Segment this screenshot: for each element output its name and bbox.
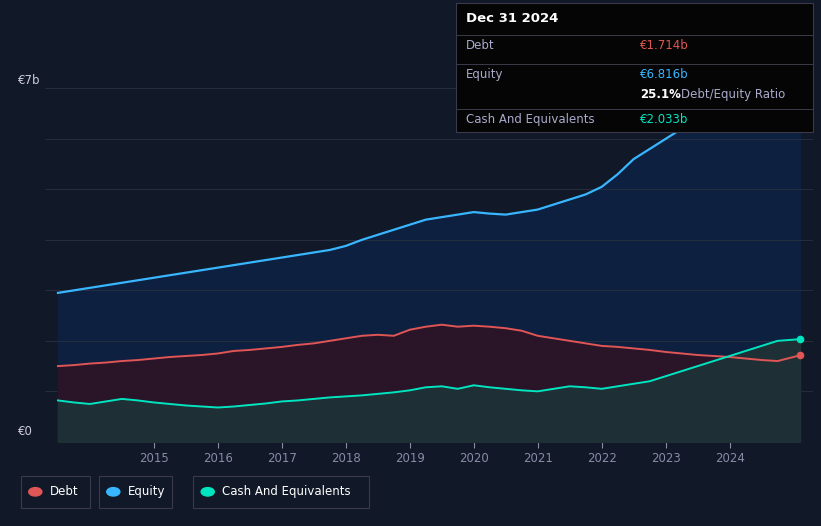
Text: Equity: Equity [466, 68, 504, 82]
Text: 25.1%: 25.1% [640, 88, 681, 102]
Text: €6.816b: €6.816b [640, 68, 689, 82]
Text: €2.033b: €2.033b [640, 113, 689, 126]
Text: Equity: Equity [128, 485, 166, 498]
Text: Dec 31 2024: Dec 31 2024 [466, 12, 559, 25]
Text: Debt/Equity Ratio: Debt/Equity Ratio [681, 88, 786, 102]
Text: €7b: €7b [18, 75, 41, 87]
Text: Cash And Equivalents: Cash And Equivalents [466, 113, 595, 126]
Text: €0: €0 [18, 425, 33, 438]
Text: Cash And Equivalents: Cash And Equivalents [222, 485, 351, 498]
Text: Debt: Debt [466, 39, 495, 53]
Text: €1.714b: €1.714b [640, 39, 689, 53]
Text: Debt: Debt [50, 485, 79, 498]
